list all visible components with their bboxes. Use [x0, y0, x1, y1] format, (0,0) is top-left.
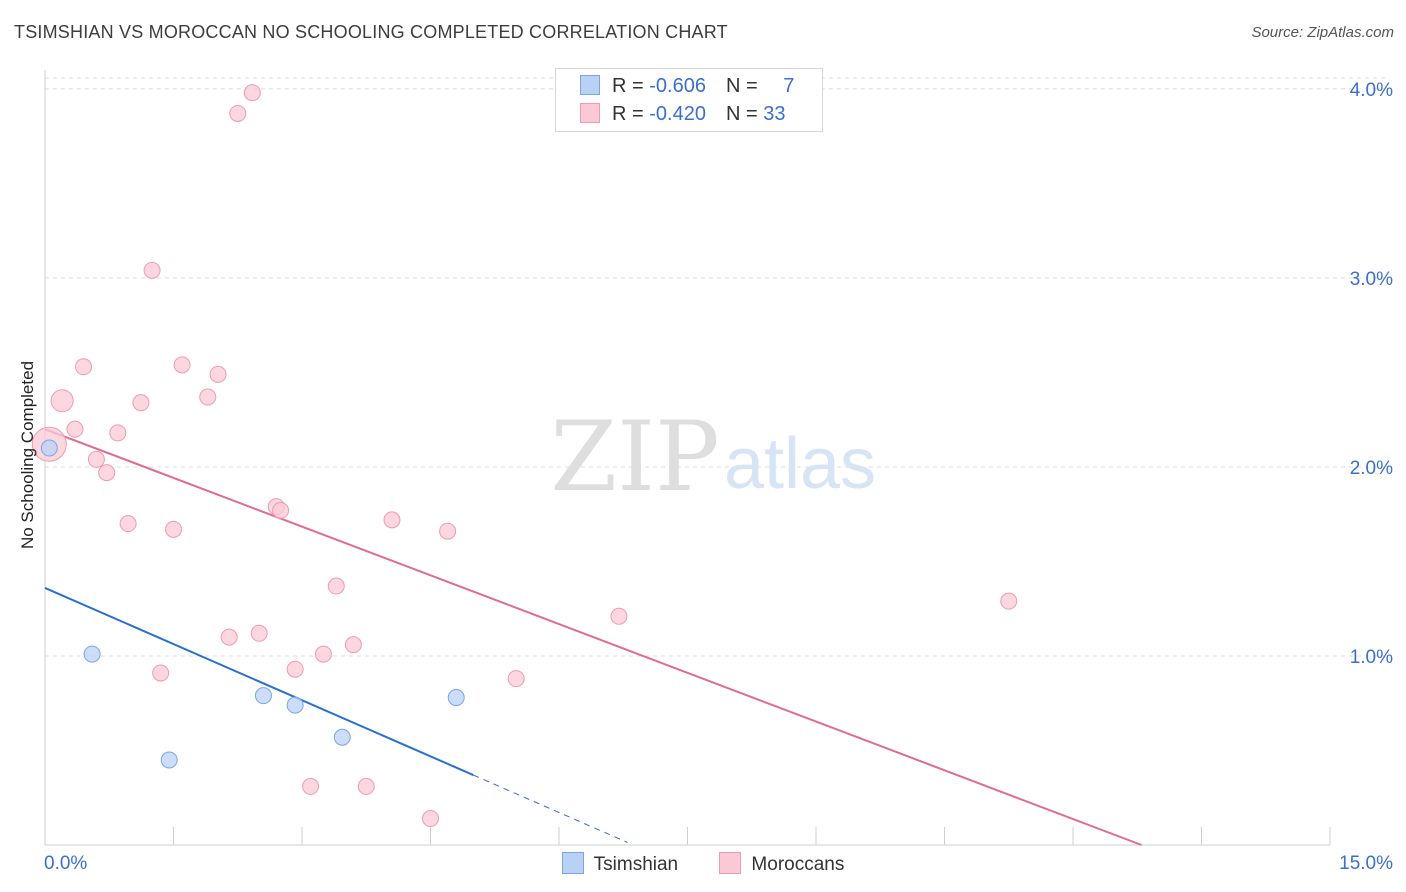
legend-row-tsimshian: R = -0.606 N = 7	[580, 75, 794, 98]
moroccans-point	[87, 450, 105, 468]
legend-item-moroccans: Moroccans	[719, 852, 844, 876]
tick-labels: 1.0% 2.0% 3.0% 4.0% 0.0% 15.0%	[44, 80, 1393, 874]
moroccans-swatch	[719, 852, 742, 874]
n-value-moroccans: 33	[763, 103, 786, 125]
trend-line-tsimshian-extension	[473, 774, 628, 843]
moroccans-point	[1000, 592, 1018, 610]
moroccans-point	[75, 358, 93, 376]
moroccans-point	[314, 645, 332, 663]
watermark-zip: ZIP	[550, 401, 719, 513]
tsimshian-point	[254, 687, 272, 705]
moroccans-point	[302, 777, 320, 795]
moroccans-point	[220, 628, 238, 646]
moroccans-swatch	[580, 103, 600, 123]
trend-line-moroccans	[44, 428, 1142, 846]
stats-legend: R = -0.606 N = 7 R = -0.420 N = 33	[555, 68, 823, 132]
moroccans-point	[507, 670, 525, 688]
moroccans-point	[439, 522, 457, 540]
r-value-tsimshian: -0.606	[649, 75, 706, 97]
moroccans-point	[98, 464, 116, 482]
moroccans-point	[143, 261, 161, 279]
legend-label-moroccans: Moroccans	[751, 854, 845, 875]
moroccans-point	[610, 607, 628, 625]
y-axis-label: No Schooling Completed	[18, 360, 37, 550]
tsimshian-point	[160, 751, 178, 769]
legend-label-tsimshian: Tsimshian	[593, 854, 679, 875]
y-tick-label: 3.0%	[1350, 269, 1393, 290]
y-tick-label: 4.0%	[1350, 80, 1393, 101]
chart-title: TSIMSHIAN VS MOROCCAN NO SCHOOLING COMPL…	[14, 22, 728, 42]
moroccans-point	[119, 515, 137, 533]
moroccans-point	[357, 777, 375, 795]
moroccans-point	[199, 388, 217, 406]
moroccans-point	[229, 104, 247, 122]
moroccans-point	[243, 84, 261, 102]
tsimshian-point	[286, 696, 304, 714]
moroccans-point	[344, 636, 362, 654]
trend-line-tsimshian	[44, 587, 474, 776]
moroccans-point	[165, 520, 182, 538]
grid-lines	[45, 77, 1385, 657]
watermark-atlas: atlas	[724, 424, 876, 504]
y-tick-label: 1.0%	[1350, 647, 1393, 668]
tsimshian-swatch	[580, 75, 600, 95]
moroccans-point	[250, 624, 268, 642]
moroccans-point	[66, 420, 84, 438]
tsimshian-swatch	[561, 852, 584, 874]
moroccans-point	[383, 511, 401, 529]
n-label: N =	[725, 103, 764, 125]
tsimshian-point	[40, 439, 58, 457]
legend-item-tsimshian: Tsimshian	[561, 852, 679, 876]
data-points	[31, 84, 1018, 828]
r-label: R =	[612, 75, 650, 97]
moroccans-point	[173, 356, 191, 374]
moroccans-point	[132, 394, 150, 412]
x-tick-label: 0.0%	[44, 853, 87, 874]
trend-lines	[44, 428, 1142, 846]
r-value-moroccans: -0.420	[649, 103, 706, 125]
n-label: N =	[725, 75, 764, 97]
series-legend: Tsimshian Moroccans	[0, 852, 1406, 876]
moroccans-point	[327, 577, 345, 595]
moroccans-point	[422, 810, 439, 828]
moroccans-point	[109, 424, 127, 442]
x-tick-label: 15.0%	[1339, 853, 1393, 874]
moroccans-point	[152, 664, 170, 682]
moroccans-point	[272, 501, 290, 519]
tsimshian-point	[447, 689, 465, 707]
moroccans-point	[209, 365, 227, 383]
n-value-tsimshian: 7	[783, 75, 795, 97]
source-label: Source: ZipAtlas.com	[1251, 24, 1394, 41]
watermark: ZIP atlas	[550, 401, 876, 513]
y-tick-label: 2.0%	[1350, 458, 1393, 479]
tsimshian-point	[83, 645, 101, 663]
moroccans-point	[286, 660, 304, 678]
legend-row-moroccans: R = -0.420 N = 33	[580, 103, 785, 126]
moroccans-point	[50, 389, 74, 413]
tsimshian-point	[333, 728, 351, 746]
r-label: R =	[612, 103, 650, 125]
